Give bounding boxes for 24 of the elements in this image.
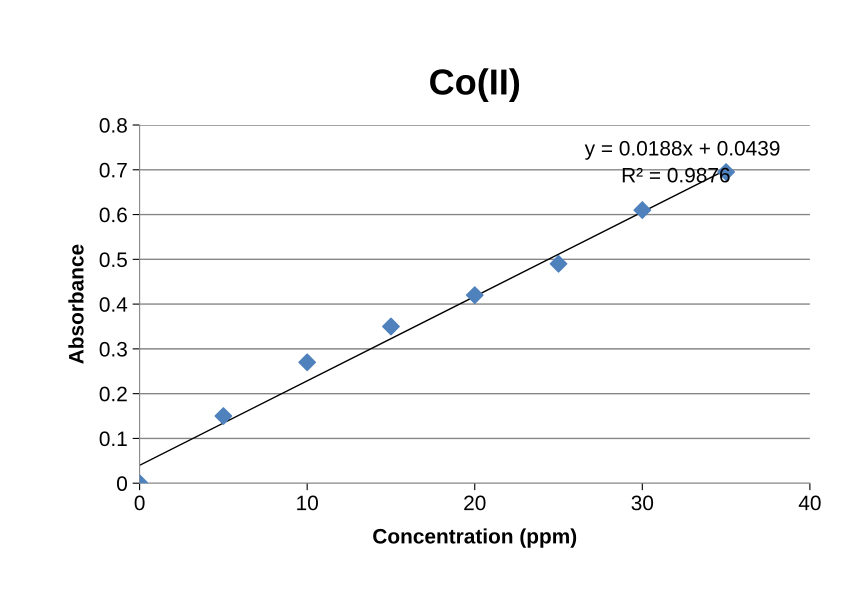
point	[466, 286, 484, 304]
y-tick-label: 0.7	[100, 162, 127, 178]
y-tick-label: 0.8	[100, 118, 127, 133]
y-tick-label: 0.4	[100, 297, 128, 312]
y-axis-title: Absorbance	[68, 244, 84, 364]
x-tick-label: 30	[632, 496, 654, 510]
y-tick-label: 0	[117, 476, 127, 491]
point	[382, 318, 400, 336]
point	[550, 254, 568, 273]
point	[298, 353, 316, 372]
y-tick-label: 0.5	[100, 252, 127, 268]
y-tick-label: 0.6	[100, 208, 127, 222]
annotation: y = 0.0188x + 0.0439	[584, 140, 780, 160]
x-tick-label: 0	[134, 496, 145, 510]
x-tick-label: 20	[464, 496, 486, 510]
x-tick-label: 40	[798, 496, 821, 510]
y-tick-label: 0.1	[100, 431, 127, 446]
point	[214, 407, 232, 425]
x-axis-title: Concentration (ppm)	[373, 528, 576, 548]
chart-title: Co(II)	[430, 68, 520, 102]
x-tick-label: 10	[297, 496, 318, 510]
y-tick-label: 0.2	[100, 386, 127, 402]
point	[633, 201, 652, 219]
y-tick-label: 0.3	[100, 342, 127, 357]
